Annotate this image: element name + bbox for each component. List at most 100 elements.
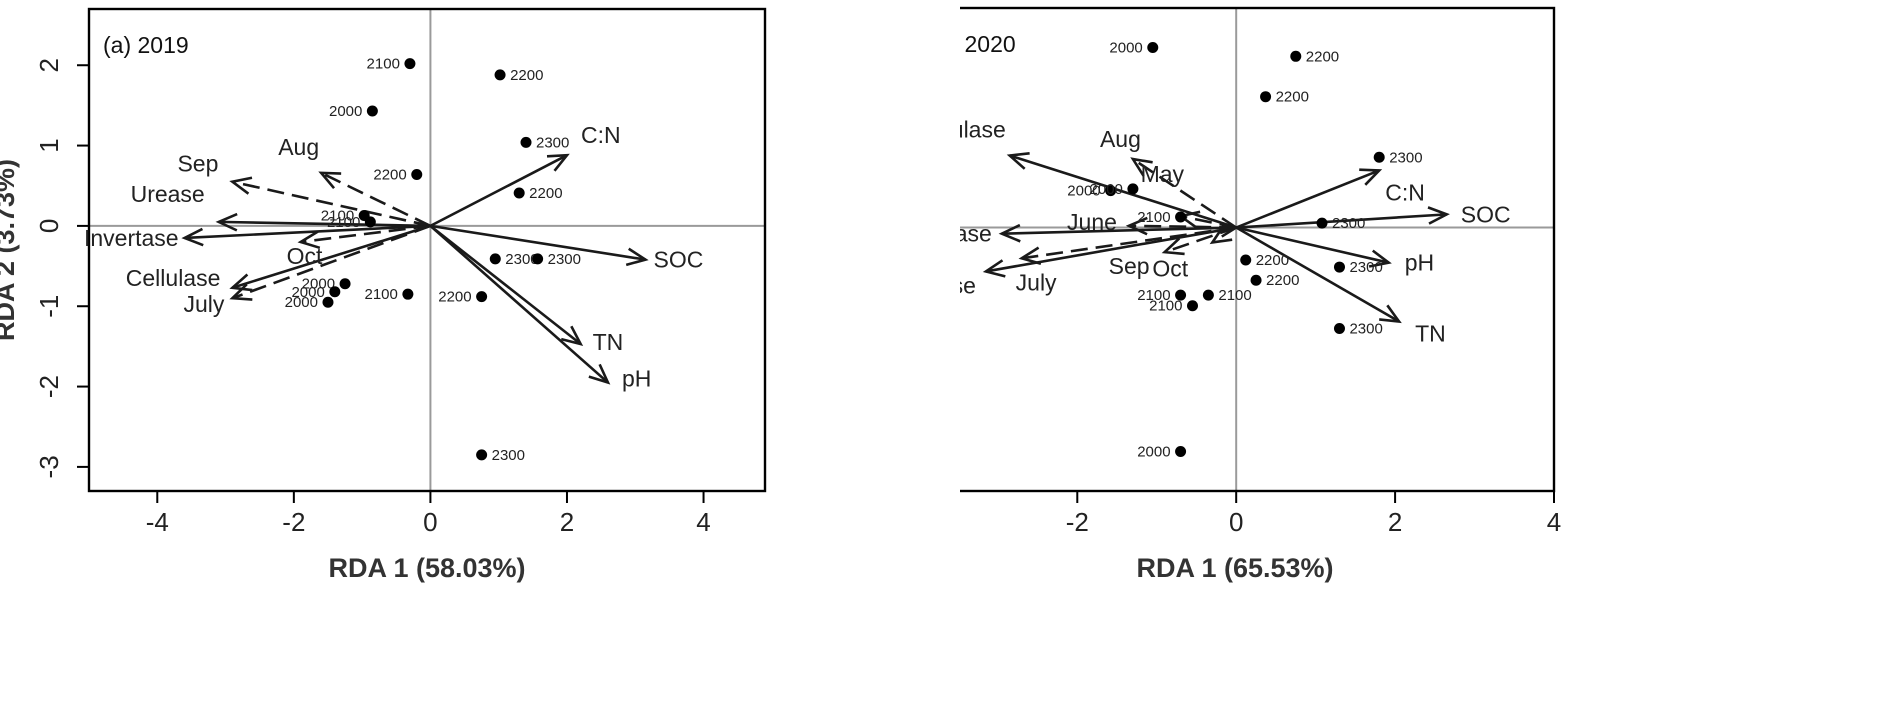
vector-arrowhead [1130,157,1153,177]
vector-arrowhead [625,247,649,267]
vector-label: pH [1405,250,1434,276]
y-tick-label: -3 [34,455,64,478]
vector-line [232,224,431,289]
site-label: 2100 [1137,287,1170,304]
vector-line [1132,157,1237,229]
vector-line [1235,169,1380,229]
y-tick-label: -2 [34,375,64,398]
vector-arrowhead [229,283,253,301]
vector-line [429,224,582,346]
vector-aug: Aug [1100,126,1237,229]
vector-arrowhead [229,176,253,195]
vector-label: Invertase [960,272,976,298]
vector-line [1236,213,1447,229]
site-point [1333,261,1345,273]
site-label: 2000 [329,103,362,120]
vector-invertase: Invertase [960,226,1237,298]
vector-label: SOC [654,247,704,273]
vector-line [300,224,431,244]
site-point [1127,183,1139,195]
x-tick-label: 0 [423,507,437,537]
vector-arrowhead [546,153,570,172]
site-point [1147,42,1159,54]
vector-label: July [183,291,224,317]
y-tick-label: 1 [34,138,64,152]
site-point [1175,289,1187,301]
site-point [329,286,341,298]
vector-line [985,226,1237,273]
vector-label: Invertase [84,225,179,251]
vector-arrowhead [588,363,611,385]
site-label: 2200 [1276,89,1309,106]
site-point [411,168,423,180]
vector-line [1164,226,1237,254]
y-tick-label: 2 [34,58,64,72]
site-label: 2100 [1149,298,1182,315]
site-label: 2200 [1266,272,1299,289]
vector-tn: TN [1235,226,1446,347]
site-label: 2000 [302,276,335,293]
vector-arrowhead [229,273,253,292]
vector-line [1235,226,1390,264]
site-point [532,253,544,265]
vector-line [218,220,431,228]
site-label: 2300 [1389,149,1422,166]
site-label: 2300 [1349,259,1382,276]
vector-cn: C:N [1235,168,1425,229]
vector-arrowhead [318,171,342,190]
site-point [1105,185,1117,197]
vector-sep: Sep [177,151,431,228]
x-axis-title: RDA 1 (65.53%) [1136,553,1333,583]
site-label: 2200 [510,67,543,84]
site-point [489,253,501,265]
site-point [364,216,376,228]
site-label: 2100 [327,214,360,231]
vector-sep: Sep [1109,226,1237,279]
x-tick-label: -2 [282,507,305,537]
vector-line [232,180,431,228]
vector-cellulase: Cellulase [960,117,1237,229]
vector-arrowhead [1368,249,1392,268]
panel-label: (b) 2020 [960,31,1016,57]
site-point [404,58,416,70]
vector-line [429,224,609,384]
site-label: 2000 [291,284,324,301]
site-label: 2100 [1218,287,1251,304]
site-point [1316,217,1328,229]
site-label: 2300 [1332,215,1365,232]
vector-oct: Oct [287,224,431,269]
vector-ph: pH [1235,226,1434,276]
site-point [476,449,488,461]
site-label: 2000 [1137,443,1170,460]
vector-july: July [1016,226,1237,295]
site-point [520,136,532,148]
vector-line [430,224,646,261]
site-point [339,278,351,290]
vector-urease: Urease [960,221,1237,247]
site-label: 2100 [365,286,398,303]
vector-line [1235,226,1400,323]
site-label: 2000 [1067,183,1100,200]
site-label: 2200 [529,185,562,202]
x-tick-label: 2 [560,507,574,537]
vector-cellulase: Cellulase [126,224,431,292]
vector-oct: Oct [1152,225,1237,281]
site-point [402,288,414,300]
vector-line [1211,226,1237,244]
site-point [513,187,525,199]
plot-frame [960,6,1556,493]
site-label: 2300 [492,447,525,464]
site-point [1373,151,1385,163]
vector-line [1128,224,1237,229]
vector-label: Sep [1109,253,1150,279]
vector-label: June [1067,209,1117,235]
vector-line [184,224,431,240]
y-tick-label: -1 [34,295,64,318]
vector-label: TN [593,329,624,355]
vector-arrowhead [982,259,1006,278]
site-point [1290,50,1302,62]
vector-label: Aug [278,134,319,160]
site-label: 2100 [321,207,354,224]
site-label: 2000 [285,294,318,311]
site-point [1202,289,1214,301]
